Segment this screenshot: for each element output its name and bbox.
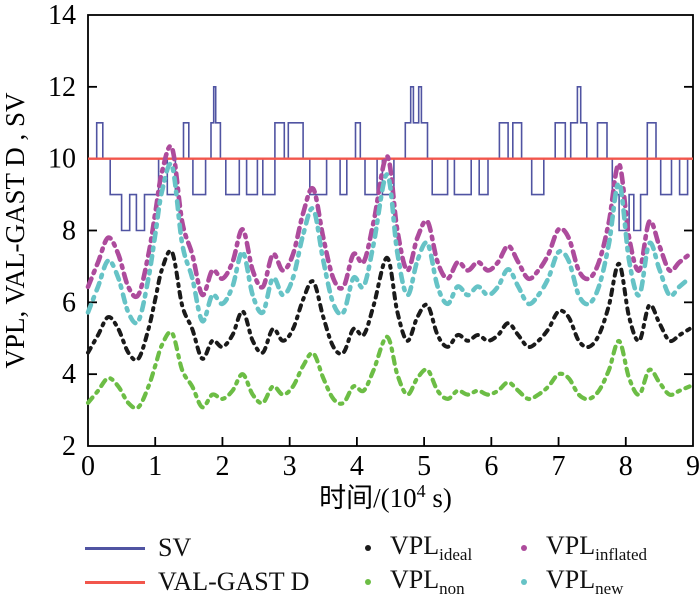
x-tick-label: 0 (81, 451, 95, 482)
legend-label: VPLnon (390, 564, 465, 599)
vpl-inflated-series (85, 143, 692, 300)
y-tick-label: 12 (48, 72, 76, 103)
y-tick-label: 8 (62, 216, 76, 247)
legend-column: VPLideal VPLnon (362, 531, 518, 601)
x-tick-label: 2 (215, 451, 229, 482)
legend-item-vpl-new: VPLnew (518, 565, 685, 599)
legend-column: VPLinflated VPLnew (518, 531, 685, 601)
vpl-non-dot-swatch (365, 579, 371, 585)
sv-line-swatch (85, 546, 145, 550)
legend-item-val-gast-d: VAL-GAST D (85, 565, 362, 599)
legend-item-vpl-inflated: VPLinflated (518, 531, 685, 565)
vpl-non-series (85, 329, 692, 411)
legend-label: VPLideal (390, 530, 473, 565)
vpl-ideal-series (86, 248, 692, 363)
y-tick-label: 14 (48, 0, 76, 31)
legend-label: VPLnew (546, 564, 624, 599)
y-tick-label: 10 (48, 144, 76, 175)
x-tick-label: 1 (148, 451, 162, 482)
vpl-inflated-dot-swatch (521, 545, 527, 551)
x-tick-label: 6 (484, 451, 498, 482)
y-tick-label: 4 (62, 359, 76, 390)
legend-label: SV (158, 533, 192, 562)
legend-column: SV VAL-GAST D (85, 531, 362, 601)
vpl-new-series (85, 161, 692, 326)
legend-label: VPLinflated (546, 530, 648, 565)
x-tick-label: 5 (417, 451, 431, 482)
x-tick-label: 4 (350, 451, 364, 482)
x-axis-label: 时间/(104 s) (319, 481, 452, 513)
legend-item-vpl-ideal: VPLideal (362, 531, 518, 565)
x-tick-label: 8 (619, 451, 633, 482)
y-tick-label: 2 (62, 431, 76, 462)
legend-item-sv: SV (85, 531, 362, 565)
x-tick-label: 3 (283, 451, 297, 482)
x-tick-label: 7 (552, 451, 566, 482)
y-tick-label: 6 (62, 287, 76, 318)
x-tick-label: 9 (686, 451, 700, 482)
vpl-new-dot-swatch (521, 579, 527, 585)
val-gast-d-line-swatch (85, 580, 145, 584)
y-axis-label: VPL, VAL-GAST D , SV (0, 92, 30, 369)
legend-label: VAL-GAST D (158, 567, 310, 596)
legend-item-vpl-non: VPLnon (362, 565, 518, 599)
vpl-ideal-dot-swatch (365, 545, 371, 551)
legend: SV VAL-GAST D VPLideal VPLnon VPLinflated VPL… (85, 531, 685, 601)
